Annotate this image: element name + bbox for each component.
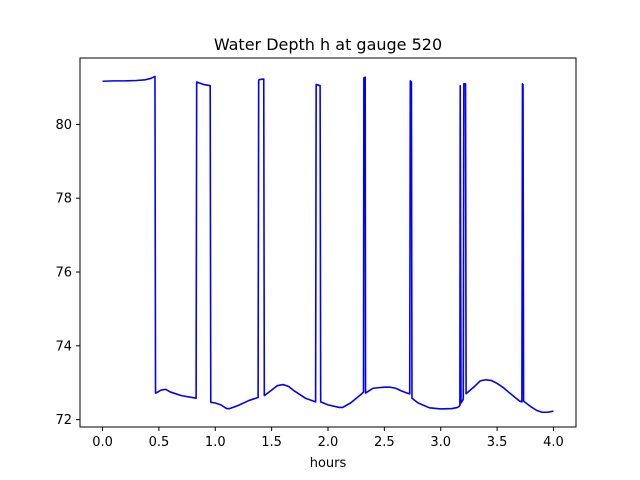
x-axis-label: hours [310,456,347,471]
y-tick-label: 74 [55,339,72,354]
series-layer [102,75,554,414]
x-tick-label: 4.0 [543,435,564,450]
x-tick-label: 0.0 [92,435,113,450]
x-tick-label: 1.0 [205,435,226,450]
y-tick-label: 72 [55,413,72,428]
y-tick-label: 76 [55,266,72,281]
x-axis: 0.0 0.5 1.0 1.5 2.0 2.5 3.0 3.5 4.0 [92,427,564,450]
chart-title: Water Depth h at gauge 520 [214,35,442,54]
x-tick-label: 1.5 [261,435,282,450]
x-tick-label: 3.0 [430,435,451,450]
x-tick-label: 0.5 [149,435,170,450]
x-tick-label: 3.5 [487,435,508,450]
y-tick-label: 80 [55,118,72,133]
y-tick-label: 78 [55,192,72,207]
x-tick-label: 2.0 [318,435,339,450]
y-axis: 72 74 76 78 80 [55,118,80,428]
x-tick-label: 2.5 [374,435,395,450]
series-line-0 [102,75,554,414]
